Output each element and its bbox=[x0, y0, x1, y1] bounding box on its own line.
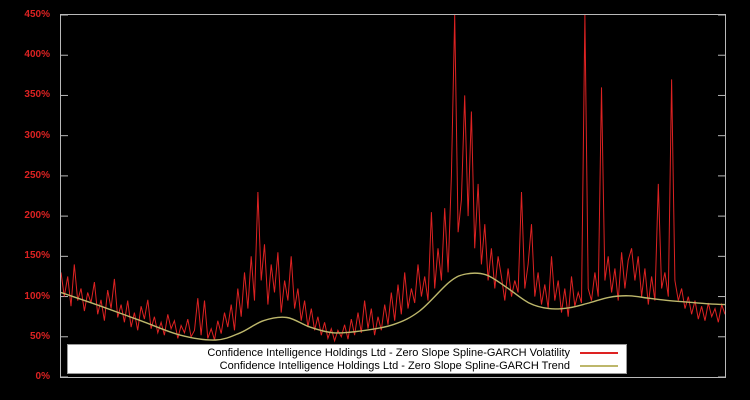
legend-label-volatility: Confidence Intelligence Holdings Ltd - Z… bbox=[207, 346, 570, 359]
y-tick-label: 100% bbox=[24, 290, 50, 302]
y-tick-label: 450% bbox=[24, 9, 50, 20]
legend-line-sample-trend bbox=[580, 364, 618, 367]
y-tick-label: 300% bbox=[24, 129, 50, 141]
legend-item-volatility: Confidence Intelligence Holdings Ltd - Z… bbox=[68, 346, 626, 359]
y-tick-label: 150% bbox=[24, 250, 50, 262]
y-axis-labels: 0% 50% 100% 150% 200% 250% 300% 350% 400% 450% bbox=[0, 0, 56, 400]
y-tick-label: 400% bbox=[24, 49, 50, 61]
legend-label-trend: Confidence Intelligence Holdings Ltd - Z… bbox=[219, 359, 570, 372]
plot-area: Confidence Intelligence Holdings Ltd - Z… bbox=[60, 14, 726, 378]
y-tick-label: 250% bbox=[24, 169, 50, 181]
y-tick-label: 0% bbox=[35, 371, 50, 382]
legend-line-sample-volatility bbox=[580, 351, 618, 354]
y-tick-label: 50% bbox=[29, 330, 50, 342]
legend-box: Confidence Intelligence Holdings Ltd - Z… bbox=[67, 344, 627, 374]
legend-item-trend: Confidence Intelligence Holdings Ltd - Z… bbox=[68, 359, 626, 372]
chart-canvas bbox=[61, 15, 725, 377]
y-tick-label: 350% bbox=[24, 89, 50, 101]
y-tick-label: 200% bbox=[24, 210, 50, 222]
